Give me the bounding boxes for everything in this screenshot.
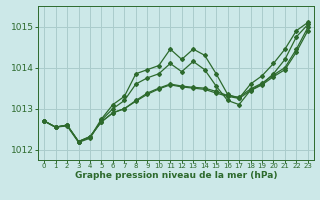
X-axis label: Graphe pression niveau de la mer (hPa): Graphe pression niveau de la mer (hPa): [75, 171, 277, 180]
